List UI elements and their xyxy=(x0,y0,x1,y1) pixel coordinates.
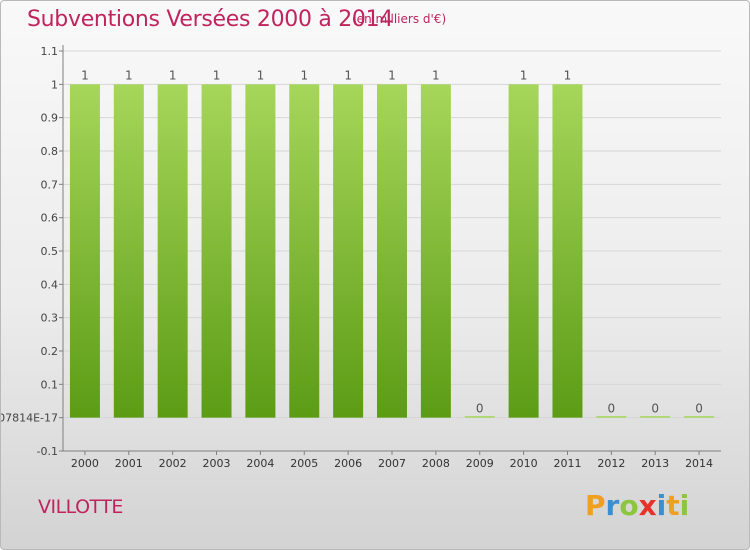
x-tick-label: 2011 xyxy=(553,457,581,470)
data-label-2007: 1 xyxy=(388,68,396,82)
data-label-2009: 0 xyxy=(476,402,484,416)
bar-2004 xyxy=(245,84,276,418)
proxiti-logo: Proxiti xyxy=(585,489,689,522)
y-tick-label: 1.3877787807814E-17 xyxy=(1,412,58,425)
x-tick-label: 2008 xyxy=(422,457,450,470)
bar-2011 xyxy=(552,84,583,418)
data-label-2013: 0 xyxy=(651,402,659,416)
bar-2000 xyxy=(69,84,100,418)
x-tick-label: 2000 xyxy=(71,457,99,470)
logo-letter: i xyxy=(679,489,690,522)
x-tick-label: 2010 xyxy=(510,457,538,470)
y-tick-label: 0.3 xyxy=(41,312,59,325)
data-label-2011: 1 xyxy=(564,68,572,82)
x-tick-label: 2013 xyxy=(641,457,669,470)
x-tick-label: 2002 xyxy=(159,457,187,470)
y-tick-label: 0.6 xyxy=(41,212,59,225)
x-tick-label: 2005 xyxy=(290,457,318,470)
y-tick-label: 0.2 xyxy=(41,345,59,358)
x-tick-label: 2003 xyxy=(203,457,231,470)
x-tick-label: 2014 xyxy=(685,457,713,470)
data-label-2000: 1 xyxy=(81,68,89,82)
logo-letter: x xyxy=(638,489,657,522)
bar-2010 xyxy=(508,84,539,418)
y-tick-label: 0.7 xyxy=(41,178,59,191)
data-label-2006: 1 xyxy=(344,68,352,82)
bar-2006 xyxy=(333,84,364,418)
y-tick-label: -0.1 xyxy=(37,445,58,458)
data-label-2010: 1 xyxy=(520,68,528,82)
data-label-2008: 1 xyxy=(432,68,440,82)
x-tick-label: 2007 xyxy=(378,457,406,470)
x-tick-label: 2009 xyxy=(466,457,494,470)
y-tick-label: 0.9 xyxy=(41,112,59,125)
y-tick-label: 1.1 xyxy=(41,45,59,58)
bar-2007 xyxy=(377,84,407,418)
bar-2001 xyxy=(113,84,144,418)
data-label-2001: 1 xyxy=(125,68,133,82)
bar-2008 xyxy=(420,84,451,418)
bar-2012 xyxy=(596,416,627,418)
chart-unit: (en milliers d'€) xyxy=(352,12,447,26)
data-label-2012: 0 xyxy=(608,402,616,416)
y-tick-label: 0.4 xyxy=(41,278,59,291)
bar-2013 xyxy=(640,416,671,418)
logo-letter: P xyxy=(585,489,606,522)
data-label-2002: 1 xyxy=(169,68,177,82)
logo-letter: o xyxy=(619,489,639,522)
commune-name: VILLOTTE xyxy=(38,496,123,518)
y-tick-label: 1 xyxy=(51,78,58,91)
chart-title: Subventions Versées 2000 à 2014 xyxy=(27,7,394,32)
y-tick-label: 0.5 xyxy=(41,245,59,258)
x-tick-label: 2006 xyxy=(334,457,362,470)
bar-2002 xyxy=(157,84,188,418)
x-tick-label: 2004 xyxy=(246,457,274,470)
y-tick-label: 0.1 xyxy=(41,378,59,391)
x-tick-label: 2012 xyxy=(597,457,625,470)
y-tick-label: 0.8 xyxy=(41,145,59,158)
data-label-2003: 1 xyxy=(213,68,221,82)
bar-2003 xyxy=(201,84,232,418)
bar-2014 xyxy=(684,416,715,418)
bar-2009 xyxy=(464,416,495,418)
logo-letter: r xyxy=(605,489,620,522)
logo-letter: t xyxy=(666,489,680,522)
data-label-2014: 0 xyxy=(695,402,703,416)
bar-2005 xyxy=(289,84,320,418)
data-label-2004: 1 xyxy=(257,68,265,82)
logo-letter: i xyxy=(656,489,667,522)
x-tick-label: 2001 xyxy=(115,457,143,470)
data-label-2005: 1 xyxy=(300,68,308,82)
